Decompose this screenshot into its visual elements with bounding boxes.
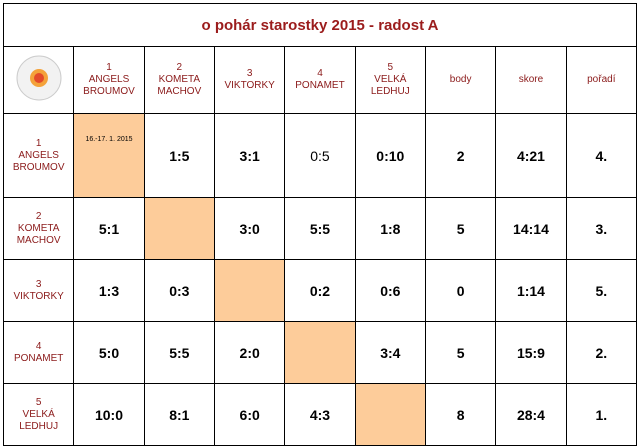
score-cell: 0:2 [284, 259, 356, 322]
row-header: 4 PONAMET [2, 321, 75, 384]
score-cell: 10:0 [73, 383, 145, 446]
team-row: 2 KOMETA MACHOV 5:1 3:0 5:5 1:8 5 14:14 3. [2, 197, 638, 260]
body-cell: 5 [424, 197, 497, 260]
score-cell: 0:5 [284, 113, 356, 198]
score-cell: 3:1 [213, 113, 286, 198]
column-header: body [424, 46, 497, 114]
body-cell: 0 [424, 259, 497, 322]
score-cell: 1:8 [354, 197, 426, 260]
table-body: o pohár starostky 2015 - radost A 1 ANGEL… [2, 3, 638, 446]
team-number: 2 [35, 210, 42, 222]
body-cell: 8 [424, 383, 497, 446]
skore-cell: 4:21 [495, 113, 567, 198]
score-cell: 8:1 [143, 383, 215, 446]
score-cell: 2:0 [213, 321, 286, 384]
team-number: 3 [246, 68, 253, 79]
team-number: 4 [35, 340, 42, 352]
team-number: 2 [176, 62, 183, 73]
team-number: 5 [387, 62, 394, 73]
row-header: 2 KOMETA MACHOV [2, 197, 75, 260]
logo-cell [2, 46, 75, 114]
team-row: 4 PONAMET 5:0 5:5 2:0 3:4 5 15:9 2. [2, 321, 638, 384]
poradi-cell: 5. [565, 259, 638, 322]
row-header: 3 VIKTORKY [2, 259, 75, 322]
score-cell: 6:0 [213, 383, 286, 446]
score-cell: 0:6 [354, 259, 426, 322]
score-cell: 3:0 [213, 197, 286, 260]
team-number: 5 [35, 396, 42, 408]
body-cell: 2 [424, 113, 497, 198]
team-number: 1 [106, 62, 112, 73]
team-name: KOMETA MACHOV [16, 222, 61, 246]
diagonal-cell [213, 259, 286, 322]
column-header: pořadí [565, 46, 638, 114]
team-header: 3 VIKTORKY [213, 46, 286, 114]
logo [16, 55, 62, 100]
team-header: 5 VELKÁ LEDHUJ [354, 46, 426, 114]
score-cell: 1:3 [73, 259, 145, 322]
score-cell: 3:4 [354, 321, 426, 384]
skore-cell: 28:4 [495, 383, 567, 446]
column-header: skore [495, 46, 567, 114]
poradi-cell: 3. [565, 197, 638, 260]
diagonal-cell [354, 383, 426, 446]
team-name: ANGELS BROUMOV [83, 74, 135, 97]
skore-cell: 1:14 [495, 259, 567, 322]
score-cell: 5:5 [143, 321, 215, 384]
skore-cell: 14:14 [495, 197, 567, 260]
team-row: 3 VIKTORKY 1:3 0:3 0:2 0:6 0 1:14 5. [2, 259, 638, 322]
team-header: 4 PONAMET [284, 46, 356, 114]
score-cell: 5:0 [73, 321, 145, 384]
score-cell: 0:3 [143, 259, 215, 322]
team-name: PONAMET [13, 352, 64, 364]
diagonal-cell: 16.-17. 1. 2015 [73, 113, 145, 198]
team-name: VELKÁ LEDHUJ [19, 408, 59, 432]
skore-cell: 15:9 [495, 321, 567, 384]
row-header: 5 VELKÁ LEDHUJ [2, 383, 75, 446]
poradi-cell: 2. [565, 321, 638, 384]
body-cell: 5 [424, 321, 497, 384]
header-row: 1 ANGELS BROUMOV 2 KOMETA MACHOV 3 VIKTORKY 4 P… [2, 46, 638, 114]
team-header: 2 KOMETA MACHOV [143, 46, 215, 114]
team-name: VIKTORKY [13, 290, 64, 302]
score-cell: 0:10 [354, 113, 426, 198]
team-number: 3 [35, 278, 42, 290]
score-cell: 5:5 [284, 197, 356, 260]
team-name: ANGELS BROUMOV [12, 149, 65, 173]
poradi-cell: 1. [565, 383, 638, 446]
score-cell: 5:1 [73, 197, 145, 260]
diagonal-cell [284, 321, 356, 384]
team-name: KOMETA MACHOV [157, 74, 202, 97]
team-row: 5 VELKÁ LEDHUJ 10:0 8:1 6:0 4:3 8 28:4 1. [2, 383, 638, 446]
score-cell: 1:5 [143, 113, 215, 198]
score-cell: 4:3 [284, 383, 356, 446]
team-name: VELKÁ LEDHUJ [370, 74, 410, 97]
poradi-cell: 4. [565, 113, 638, 198]
team-row: 1 ANGELS BROUMOV 16.-17. 1. 2015 1:5 3:1 0:5 0… [2, 113, 638, 198]
team-number: 4 [317, 68, 323, 79]
diagonal-cell [143, 197, 215, 260]
team-name: VIKTORKY [224, 80, 275, 91]
page: o pohár starostky 2015 - radost A 1 ANGEL… [2, 3, 638, 446]
row-header: 1 ANGELS BROUMOV [2, 113, 75, 198]
results-table: o pohár starostky 2015 - radost A 1 ANGEL… [2, 3, 638, 446]
team-header: 1 ANGELS BROUMOV [73, 46, 145, 114]
title-row: o pohár starostky 2015 - radost A [3, 3, 637, 47]
team-number: 1 [35, 137, 42, 149]
title: o pohár starostky 2015 - radost A [3, 3, 637, 47]
team-name: PONAMET [295, 80, 345, 91]
